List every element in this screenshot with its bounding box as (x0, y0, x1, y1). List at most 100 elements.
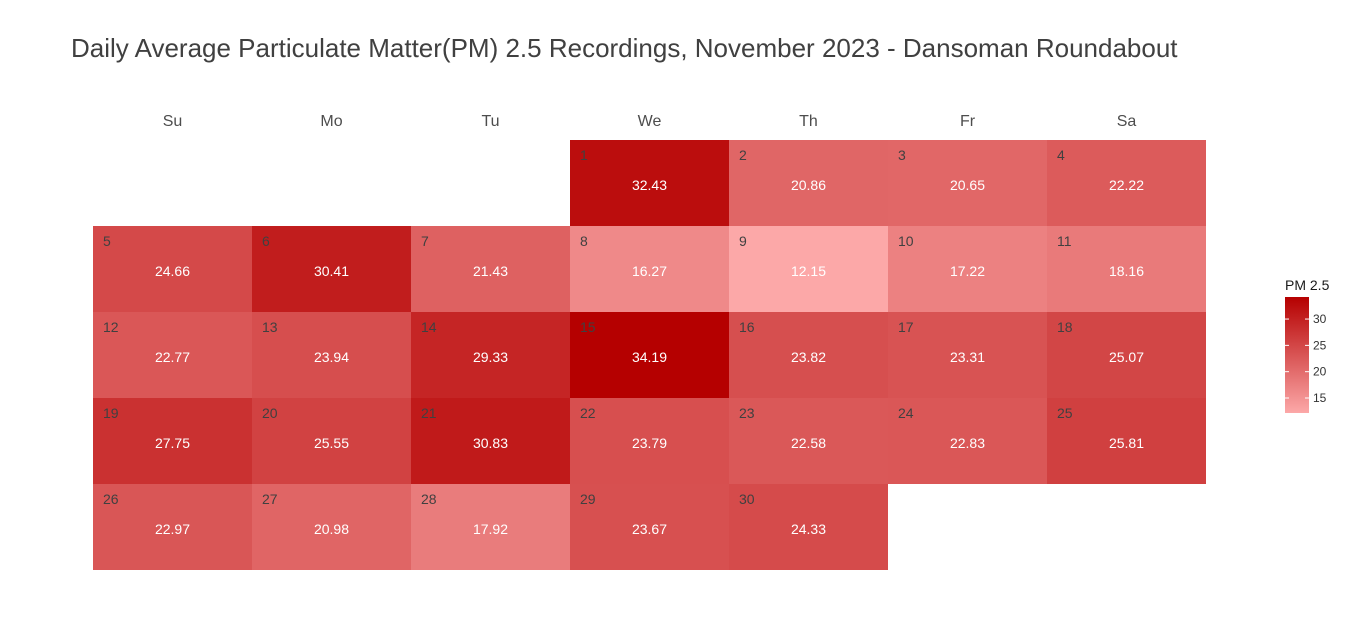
day-cell-fill (93, 398, 252, 484)
day-value: 17.22 (950, 263, 985, 279)
day-cell-11: 11 18.16 (1047, 226, 1206, 312)
weekday-label-we: We (638, 113, 662, 130)
day-number: 18 (1057, 319, 1073, 335)
day-cell-fill (888, 226, 1047, 312)
color-legend: PM 2.5 15 20 25 30 (1285, 277, 1330, 413)
legend-tick-label: 15 (1313, 391, 1327, 405)
day-value: 18.16 (1109, 263, 1144, 279)
day-number: 13 (262, 319, 278, 335)
day-cell-1: 132.43 (570, 140, 729, 226)
day-number: 2 (739, 147, 747, 163)
day-cell-fill (1047, 140, 1206, 226)
day-value: 23.94 (314, 349, 349, 365)
day-cell-23: 23 22.58 (729, 398, 888, 484)
day-value: 30.83 (473, 435, 508, 451)
day-value: 24.33 (791, 521, 826, 537)
day-number: 15 (580, 319, 596, 335)
day-cell-fill (252, 484, 411, 570)
day-cell-fill (1047, 312, 1206, 398)
day-number: 11 (1057, 233, 1072, 249)
day-number: 12 (103, 319, 119, 335)
day-number: 21 (421, 405, 437, 421)
day-cell-fill (411, 226, 570, 312)
day-value: 20.98 (314, 521, 349, 537)
legend-colorbar (1285, 297, 1309, 413)
day-cell-fill (93, 484, 252, 570)
day-cell-fill (570, 312, 729, 398)
day-cell-16: 16 23.82 (729, 312, 888, 398)
day-number: 10 (898, 233, 914, 249)
legend-tick-label: 30 (1313, 312, 1327, 326)
day-value: 16.27 (632, 263, 667, 279)
day-number: 29 (580, 491, 596, 507)
day-cell-fill (570, 140, 729, 226)
day-cell-fill (93, 312, 252, 398)
day-number: 24 (898, 405, 914, 421)
day-cell-fill (888, 398, 1047, 484)
day-value: 22.97 (155, 521, 190, 537)
day-number: 5 (103, 233, 111, 249)
day-value: 22.77 (155, 349, 190, 365)
day-number: 6 (262, 233, 270, 249)
day-value: 22.22 (1109, 177, 1144, 193)
day-cell-21: 21 30.83 (411, 398, 570, 484)
day-value: 30.41 (314, 263, 349, 279)
day-value: 20.65 (950, 177, 985, 193)
day-cell-30: 30 24.33 (729, 484, 888, 570)
day-cell-7: 721.43 (411, 226, 570, 312)
day-value: 25.55 (314, 435, 349, 451)
day-cell-17: 17 23.31 (888, 312, 1047, 398)
day-cell-fill (570, 226, 729, 312)
day-cell-fill (729, 398, 888, 484)
weekday-label-sa: Sa (1117, 113, 1137, 130)
day-value: 24.66 (155, 263, 190, 279)
day-value: 23.79 (632, 435, 667, 451)
day-value: 23.67 (632, 521, 667, 537)
day-cell-15: 15 34.19 (570, 312, 729, 398)
day-value: 25.07 (1109, 349, 1144, 365)
day-cell-fill (570, 484, 729, 570)
day-cell-fill (93, 226, 252, 312)
day-cell-24: 24 22.83 (888, 398, 1047, 484)
day-number: 19 (103, 405, 119, 421)
legend-tick-label: 25 (1313, 338, 1327, 352)
day-cell-fill (252, 398, 411, 484)
weekday-label-tu: Tu (481, 113, 499, 130)
day-cell-fill (729, 226, 888, 312)
day-value: 23.31 (950, 349, 985, 365)
day-value: 22.83 (950, 435, 985, 451)
day-number: 23 (739, 405, 755, 421)
day-cell-3: 320.65 (888, 140, 1047, 226)
day-cell-fill (411, 312, 570, 398)
day-number: 3 (898, 147, 906, 163)
day-number: 8 (580, 233, 588, 249)
day-cell-20: 20 25.55 (252, 398, 411, 484)
day-cell-12: 12 22.77 (93, 312, 252, 398)
day-value: 22.58 (791, 435, 826, 451)
day-number: 9 (739, 233, 747, 249)
day-number: 27 (262, 491, 278, 507)
day-value: 12.15 (791, 263, 826, 279)
day-cell-27: 27 20.98 (252, 484, 411, 570)
day-cell-9: 912.15 (729, 226, 888, 312)
calendar-grid: 132.43220.86320.65422.22524.66630.41721.… (93, 140, 1206, 570)
day-value: 17.92 (473, 521, 508, 537)
day-cell-19: 19 27.75 (93, 398, 252, 484)
day-cell-26: 26 22.97 (93, 484, 252, 570)
day-number: 25 (1057, 405, 1073, 421)
day-value: 32.43 (632, 177, 667, 193)
day-cell-fill (1047, 226, 1206, 312)
weekday-label-mo: Mo (320, 113, 342, 130)
chart-title: Daily Average Particulate Matter(PM) 2.5… (71, 33, 1178, 63)
day-cell-13: 13 23.94 (252, 312, 411, 398)
day-cell-10: 10 17.22 (888, 226, 1047, 312)
day-cell-fill (888, 312, 1047, 398)
day-number: 20 (262, 405, 278, 421)
weekday-header: Su Mo Tu We Th Fr Sa (163, 113, 1137, 130)
day-cell-fill (729, 140, 888, 226)
day-cell-14: 14 29.33 (411, 312, 570, 398)
day-cell-18: 18 25.07 (1047, 312, 1206, 398)
day-cell-fill (252, 312, 411, 398)
day-cell-fill (729, 484, 888, 570)
